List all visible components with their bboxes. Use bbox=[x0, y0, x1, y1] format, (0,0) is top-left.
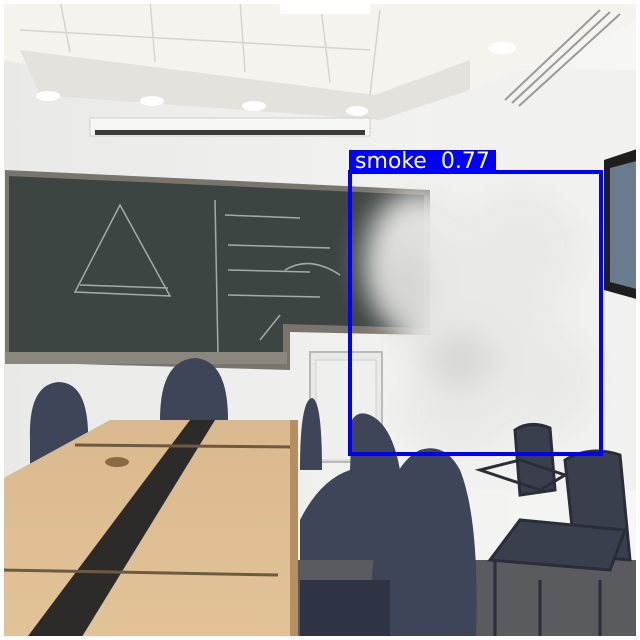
table-seams bbox=[0, 443, 299, 577]
smoke-shadows bbox=[380, 250, 495, 390]
recessed-lights bbox=[36, 42, 516, 116]
detection-class: smoke bbox=[355, 149, 427, 174]
chalk-ledge bbox=[5, 352, 287, 364]
side-chairs bbox=[474, 423, 632, 640]
ceiling bbox=[0, 0, 640, 120]
table-object bbox=[105, 457, 129, 467]
smoke-detection-label: smoke 0.77 bbox=[349, 150, 496, 174]
chalk-drawing bbox=[73, 199, 341, 356]
detection-confidence: 0.77 bbox=[440, 149, 490, 174]
smoke-detection-box: smoke 0.77 bbox=[348, 150, 603, 456]
front-chairs bbox=[300, 413, 477, 640]
table-center-strip bbox=[25, 420, 215, 640]
ceiling-soffit bbox=[20, 50, 470, 120]
projector-screen-slot bbox=[95, 130, 365, 135]
table-edge bbox=[290, 420, 298, 640]
air-vent bbox=[504, 9, 621, 107]
wall-picture bbox=[610, 160, 640, 290]
